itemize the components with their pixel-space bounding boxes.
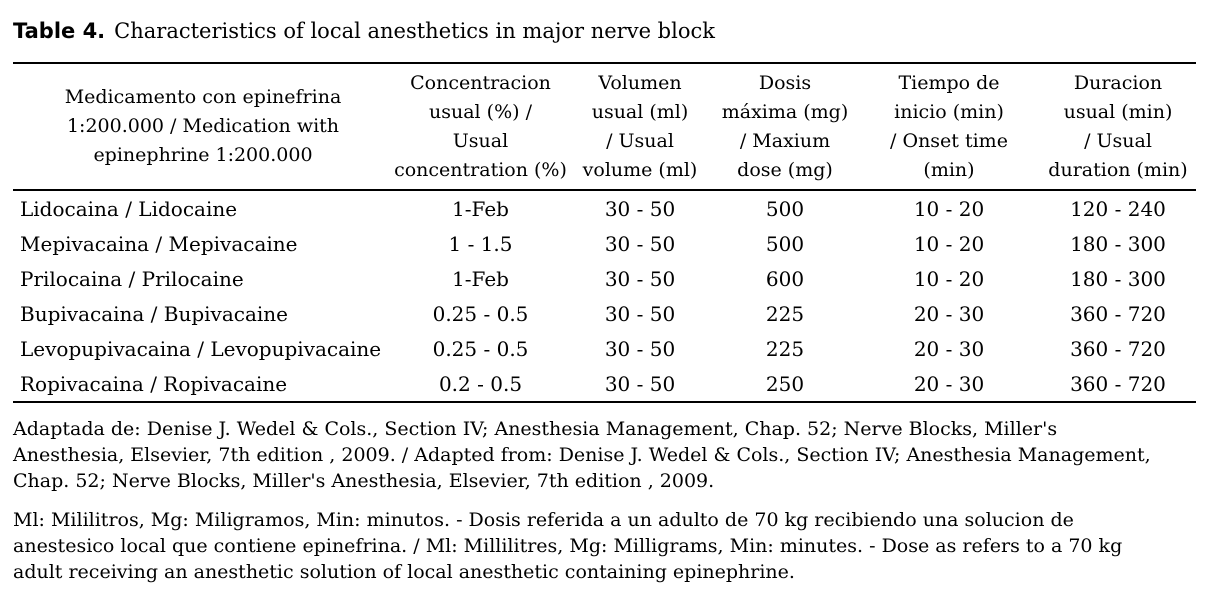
table-row: Levopupivacaina / Levopupivacaine 0.25 -… [13,331,1196,366]
cell-concentration: 0.25 - 0.5 [432,336,529,361]
cell-onset: 10 - 20 [913,196,985,221]
cell-volume: 30 - 50 [604,336,676,361]
cell-duration: 360 - 720 [1070,301,1166,326]
cell-dose: 600 [765,266,805,291]
footnote-source: Adaptada de: Denise J. Wedel & Cols., Se… [13,418,1151,492]
cell-onset: 20 - 30 [913,301,985,326]
cell-concentration: 1-Feb [452,266,509,291]
table-caption-text: Characteristics of local anesthetics in … [114,19,715,43]
cell-volume: 30 - 50 [604,371,676,396]
table-row: Prilocaina / Prilocaine 1-Feb 30 - 50 60… [13,261,1196,296]
table-caption-label: Table 4. [13,19,106,43]
cell-medication: Mepivacaina / Mepivacaine [20,231,298,256]
cell-duration: 120 - 240 [1070,196,1166,221]
cell-medication: Bupivacaina / Bupivacaine [20,301,289,326]
cell-onset: 10 - 20 [913,266,985,291]
cell-concentration: 1-Feb [452,196,509,221]
cell-volume: 30 - 50 [604,301,676,326]
header-cell-volume: Volumen usual (ml) / Usual volume (ml) [582,71,698,181]
cell-dose: 225 [765,301,805,326]
cell-medication: Prilocaina / Prilocaine [20,266,244,291]
table-row: Mepivacaina / Mepivacaine 1 - 1.5 30 - 5… [13,226,1196,261]
header-cell-medication: Medicamento con epinefrina 1:200.000 / M… [64,86,342,166]
cell-medication: Ropivacaina / Ropivacaine [20,371,288,396]
cell-volume: 30 - 50 [604,231,676,256]
cell-volume: 30 - 50 [604,196,676,221]
footnote-abbreviations: Ml: Mililitros, Mg: Miligramos, Min: min… [13,509,1123,583]
cell-dose: 500 [765,231,805,256]
cell-volume: 30 - 50 [604,266,676,291]
cell-medication: Levopupivacaina / Levopupivacaine [20,336,382,361]
cell-dose: 250 [765,371,805,396]
table-row: Bupivacaina / Bupivacaine 0.25 - 0.5 30 … [13,296,1196,331]
cell-concentration: 1 - 1.5 [448,231,513,256]
header-cell-onset: Tiempo de inicio (min) / Onset time (min… [890,71,1008,181]
anesthetics-table: Medicamento con epinefrina 1:200.000 / M… [13,62,1196,403]
cell-dose: 500 [765,196,805,221]
header-cell-dose: Dosis máxima (mg) / Maxium dose (mg) [721,71,849,181]
cell-concentration: 0.25 - 0.5 [432,301,529,326]
header-cell-concentration: Concentracion usual (%) / Usual concentr… [394,71,567,181]
header-row: Medicamento con epinefrina 1:200.000 / M… [13,63,1196,190]
cell-duration: 180 - 300 [1070,231,1166,256]
table-caption: Table 4. Characteristics of local anesth… [13,0,1209,62]
cell-onset: 20 - 30 [913,336,985,361]
header-cell-duration: Duracion usual (min) / Usual duration (m… [1048,71,1188,181]
cell-medication: Lidocaina / Lidocaine [20,196,238,221]
table-row: Lidocaina / Lidocaine 1-Feb 30 - 50 500 … [13,190,1196,226]
cell-concentration: 0.2 - 0.5 [438,371,523,396]
table-figure: Table 4. Characteristics of local anesth… [13,0,1209,583]
cell-duration: 360 - 720 [1070,336,1166,361]
cell-onset: 10 - 20 [913,231,985,256]
cell-duration: 360 - 720 [1070,371,1166,396]
table-row: Ropivacaina / Ropivacaine 0.2 - 0.5 30 -… [13,366,1196,402]
cell-onset: 20 - 30 [913,371,985,396]
cell-duration: 180 - 300 [1070,266,1166,291]
cell-dose: 225 [765,336,805,361]
